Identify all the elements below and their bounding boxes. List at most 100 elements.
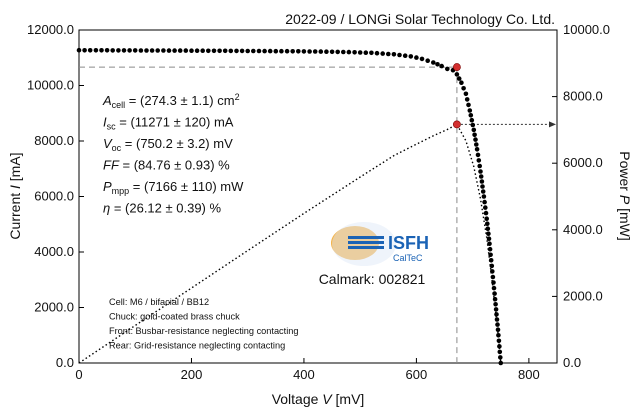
- iv-point: [380, 51, 386, 56]
- iv-point: [386, 51, 391, 57]
- parameter-line: Pmpp = (7166 ± 110) mW: [103, 179, 244, 196]
- iv-point: [425, 58, 431, 63]
- iv-point: [357, 50, 363, 55]
- iv-point: [206, 48, 211, 54]
- note-line: Front: Busbar-resistance neglecting cont…: [109, 326, 298, 336]
- iv-point: [161, 48, 166, 53]
- measurement-notes: Cell: M6 / bifacial / BB12 Chuck: gold-co…: [109, 297, 298, 351]
- note-line: Chuck: gold-coated brass chuck: [109, 312, 240, 322]
- iv-point: [391, 52, 397, 57]
- iv-point: [419, 56, 425, 62]
- iv-point: [459, 80, 464, 85]
- iv-point: [475, 152, 481, 158]
- iv-point: [155, 48, 160, 53]
- logo-stripe: [348, 241, 384, 244]
- iv-point: [490, 274, 496, 280]
- logo-name: ISFH: [388, 233, 429, 253]
- iv-point: [494, 317, 500, 322]
- iv-point: [445, 66, 450, 72]
- iv-point: [484, 216, 490, 221]
- iv-point: [482, 199, 487, 205]
- iv-point: [471, 127, 477, 133]
- iv-point: [461, 86, 466, 91]
- iv-point: [489, 263, 495, 269]
- iv-point: [267, 48, 273, 54]
- iv-point: [177, 48, 183, 53]
- iv-point: [166, 48, 172, 53]
- iv-point: [488, 252, 493, 258]
- y-axis-right-label: Power P [mW]: [617, 151, 633, 240]
- iv-point: [279, 48, 284, 54]
- iv-point: [483, 205, 488, 210]
- iv-point: [491, 285, 497, 291]
- iv-point: [110, 48, 115, 53]
- y-left-tick-label: 8000.0: [34, 133, 74, 148]
- iv-point: [76, 47, 82, 53]
- iv-point: [431, 60, 436, 65]
- logo-stripe: [348, 246, 384, 249]
- iv-point: [324, 49, 329, 54]
- iv-point: [273, 48, 279, 54]
- iv-point: [470, 122, 476, 128]
- y-right-tick-label: 2000.0: [563, 288, 603, 303]
- iv-point: [479, 179, 485, 184]
- parameter-line: Isc = (11271 ± 120) mA: [103, 115, 234, 132]
- iv-point: [498, 360, 504, 366]
- iv-point: [189, 48, 194, 53]
- iv-point: [284, 48, 290, 54]
- iv-point: [435, 62, 440, 67]
- iv-point: [486, 231, 491, 236]
- iv-point: [408, 54, 414, 59]
- iv-point: [116, 48, 121, 53]
- mpp-iv-point: [453, 63, 461, 71]
- iv-point: [469, 117, 475, 123]
- logo-stripe: [348, 236, 384, 239]
- iv-point: [127, 48, 132, 53]
- iv-point: [414, 55, 419, 60]
- y-left-tick-label: 2000.0: [34, 300, 74, 315]
- iv-point: [397, 52, 402, 58]
- iv-point: [222, 48, 228, 54]
- iv-point: [496, 333, 501, 338]
- iv-point: [369, 50, 374, 56]
- iv-point: [104, 48, 110, 53]
- x-tick-label: 200: [181, 367, 203, 382]
- mpp-pv-point: [453, 120, 461, 129]
- iv-point: [82, 48, 87, 53]
- iv-point: [472, 132, 477, 138]
- iv-point: [346, 49, 352, 55]
- iv-point: [464, 97, 470, 102]
- iv-point: [256, 48, 262, 54]
- iv-point: [480, 184, 485, 189]
- parameter-line: Acell = (274.3 ± 1.1) cm2: [102, 92, 240, 110]
- iv-point: [466, 102, 471, 108]
- y-axis-left: 0.0 2000.0 4000.0 6000.0 8000.0 10000.0 12000.…: [27, 22, 84, 370]
- logo-sub: CalTeC: [393, 253, 423, 263]
- iv-point: [485, 221, 490, 226]
- y-left-tick-label: 4000.0: [34, 244, 74, 259]
- iv-point: [474, 142, 479, 147]
- iv-point: [99, 48, 104, 53]
- iv-point: [296, 49, 301, 54]
- iv-point: [312, 49, 318, 54]
- iv-point: [485, 226, 491, 231]
- iv-point: [490, 269, 495, 274]
- iv-point: [486, 236, 492, 241]
- isfh-logo: ISFH CalTeC: [331, 222, 429, 266]
- x-tick-label: 400: [293, 367, 315, 382]
- x-tick-label: 600: [406, 367, 428, 382]
- parameter-line: FF = (84.76 ± 0.93) %: [103, 158, 230, 173]
- iv-point: [483, 210, 489, 216]
- iv-point: [93, 48, 99, 53]
- iv-point: [194, 48, 200, 53]
- calmark: Calmark: 002821: [319, 271, 426, 287]
- iv-point: [211, 48, 217, 54]
- iv-point: [477, 163, 483, 169]
- iv-point: [480, 189, 486, 194]
- cell-parameters: Acell = (274.3 ± 1.1) cm2 Isc = (11271 ± …: [102, 92, 244, 216]
- iv-point: [172, 48, 177, 53]
- x-tick-label: 800: [518, 367, 540, 382]
- iv-point: [495, 327, 501, 333]
- iv-point: [496, 338, 502, 344]
